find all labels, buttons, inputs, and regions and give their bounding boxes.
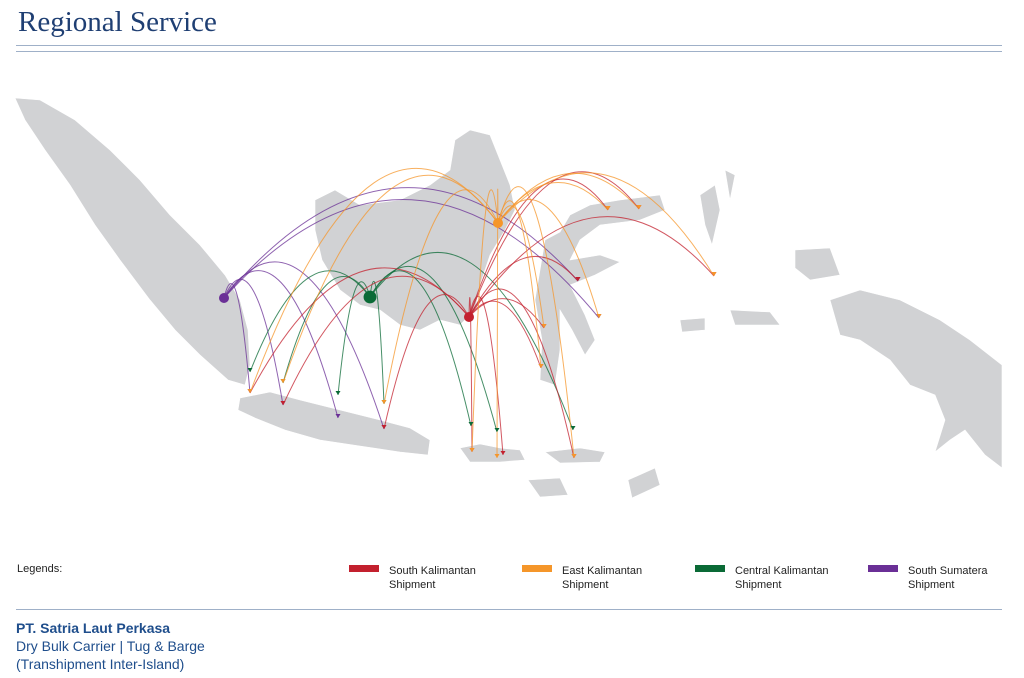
destination-arrow-icon [571, 454, 577, 458]
destination-arrow-icon [469, 448, 475, 452]
shipping-route-arc [223, 283, 251, 394]
legend-label: Central Kalimantan Shipment [735, 565, 829, 591]
shipping-route-arc [471, 189, 499, 453]
destination-arrow-icon [500, 451, 506, 455]
destination-arrow-icon [381, 425, 387, 429]
legend-swatch [695, 565, 725, 572]
shipping-route-arc [337, 281, 371, 396]
page-title: Regional Service [18, 6, 217, 38]
destination-arrow-icon [468, 422, 474, 426]
footer: PT. Satria Laut Perkasa Dry Bulk Carrier… [16, 619, 205, 673]
destination-arrow-icon [280, 401, 286, 405]
destination-arrow-icon [596, 314, 602, 318]
destination-arrow-icon [494, 428, 500, 432]
title-divider-bottom [16, 51, 1002, 52]
destination-arrow-icon [494, 454, 500, 458]
company-services: Dry Bulk Carrier | Tug & Barge [16, 638, 205, 654]
shipping-route-arc [497, 200, 542, 369]
shipping-route-arc [468, 256, 579, 318]
legend-swatch [522, 565, 552, 572]
legend-title: Legends: [17, 563, 63, 575]
destination-arrow-icon [575, 277, 581, 281]
destination-arrow-icon [335, 414, 341, 418]
shipping-route-arc [497, 205, 545, 329]
shipping-route-arc [497, 186, 575, 459]
footer-divider [16, 609, 1002, 610]
shipping-route-arc [282, 276, 371, 384]
destination-arrow-icon [247, 389, 253, 393]
kalimantan-island [314, 129, 516, 331]
destination-arrow-icon [605, 206, 611, 210]
shipping-route-arc [383, 294, 470, 430]
maluku-islands [679, 169, 841, 333]
bali-nusa-islands [459, 443, 661, 499]
shipping-route-arc [468, 178, 609, 318]
shipping-route-arc [468, 295, 504, 456]
destination-arrow-icon [570, 426, 576, 430]
indonesia-shipping-map [14, 97, 1003, 499]
shipping-route-arc [369, 281, 385, 405]
origin-port-marker [363, 290, 377, 304]
shipping-route-arc [496, 188, 499, 459]
legend-label: South Sumatera Shipment [908, 565, 988, 591]
legend-item-east-kalimantan: East Kalimantan Shipment [522, 564, 662, 592]
destination-arrow-icon [247, 368, 253, 372]
legend-swatch [349, 565, 379, 572]
legend-swatch [868, 565, 898, 572]
shipping-route-arc [369, 266, 498, 433]
destination-arrow-icon [381, 400, 387, 404]
java-island [237, 391, 431, 456]
shipping-route-arc [249, 270, 371, 373]
destination-arrow-icon [711, 272, 717, 276]
destination-arrow-icon [636, 205, 642, 209]
legend-label: South Kalimantan Shipment [389, 565, 476, 591]
legend-item-south-sumatera: South Sumatera Shipment [868, 564, 1008, 592]
destination-arrow-icon [335, 391, 341, 395]
legend-item-central-kalimantan: Central Kalimantan Shipment [695, 564, 835, 592]
shipping-route-arc [223, 198, 600, 319]
shipping-route-arc [223, 278, 284, 406]
destination-arrow-icon [280, 379, 286, 383]
shipping-route-arc [468, 300, 542, 369]
shipping-route-arc [497, 172, 640, 224]
origin-port-marker [493, 218, 503, 228]
shipping-route-arc [497, 172, 715, 277]
origin-port-marker [464, 312, 474, 322]
shipping-route-arc [282, 174, 499, 384]
shipping-route-arc [223, 187, 579, 299]
company-name: PT. Satria Laut Perkasa [16, 620, 171, 636]
shipping-route-arc [468, 216, 715, 318]
destination-arrow-icon [541, 324, 547, 328]
sumatra-island [14, 97, 251, 386]
title-divider-top [16, 45, 1002, 46]
company-subtitle: (Transhipment Inter-Island) [16, 656, 185, 672]
landmass [14, 97, 1003, 499]
shipping-route-arc [468, 171, 640, 318]
legend-item-south-kalimantan: South Kalimantan Shipment [349, 564, 489, 592]
shipping-route-arc [249, 167, 499, 394]
sulawesi-island [534, 194, 666, 386]
legend-label: East Kalimantan Shipment [562, 565, 643, 591]
destination-arrow-icon [538, 364, 544, 368]
papua-island [829, 289, 1003, 469]
shipping-route-arc [282, 275, 470, 406]
shipping-route-arc [383, 189, 499, 405]
origin-port-marker [219, 293, 229, 303]
